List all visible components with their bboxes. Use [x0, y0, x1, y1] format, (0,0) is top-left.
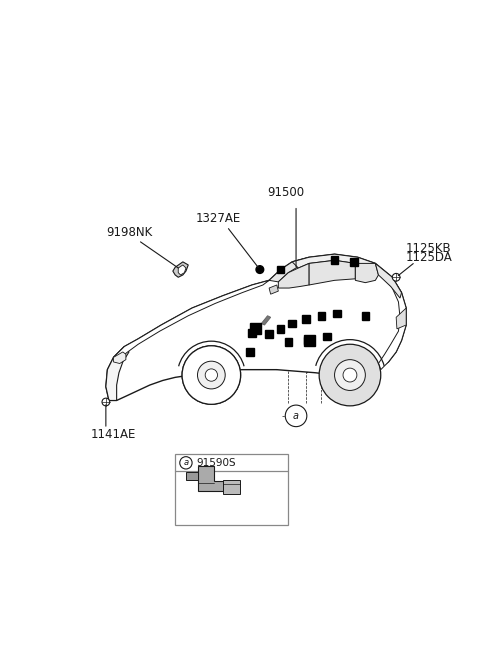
Polygon shape: [114, 280, 269, 360]
Polygon shape: [278, 263, 309, 288]
Circle shape: [205, 369, 217, 381]
Bar: [323, 333, 331, 341]
Polygon shape: [106, 254, 406, 400]
Bar: [248, 329, 256, 337]
Bar: [304, 337, 312, 345]
Polygon shape: [173, 262, 188, 277]
Bar: [285, 338, 292, 346]
Bar: [333, 310, 341, 317]
Polygon shape: [198, 466, 237, 491]
Text: 91590S: 91590S: [197, 458, 236, 468]
Bar: [277, 266, 285, 273]
Bar: [350, 258, 358, 266]
Circle shape: [392, 273, 400, 281]
Bar: [265, 330, 273, 338]
Bar: [250, 324, 261, 334]
Bar: [246, 348, 254, 356]
Circle shape: [102, 398, 110, 406]
Circle shape: [343, 368, 357, 382]
Text: 1125KB: 1125KB: [406, 242, 452, 255]
Polygon shape: [178, 265, 186, 275]
Polygon shape: [396, 308, 406, 329]
Polygon shape: [378, 277, 406, 369]
Polygon shape: [292, 254, 375, 270]
Polygon shape: [355, 263, 378, 283]
Bar: [304, 335, 314, 346]
Polygon shape: [269, 257, 309, 282]
Polygon shape: [309, 260, 355, 285]
Circle shape: [182, 346, 240, 404]
Polygon shape: [262, 316, 271, 325]
Circle shape: [182, 346, 240, 404]
Polygon shape: [106, 346, 129, 400]
Bar: [223, 479, 240, 494]
Bar: [331, 257, 338, 264]
Text: 1327AE: 1327AE: [196, 212, 241, 225]
Text: a: a: [183, 458, 189, 467]
Polygon shape: [375, 263, 402, 298]
Polygon shape: [114, 352, 126, 364]
Bar: [277, 325, 285, 333]
Bar: [175, 455, 288, 525]
Text: a: a: [293, 411, 299, 421]
Circle shape: [197, 361, 225, 389]
Circle shape: [256, 266, 264, 273]
Text: 91500: 91500: [267, 186, 305, 199]
Text: 1141AE: 1141AE: [90, 428, 136, 441]
Bar: [288, 320, 296, 328]
Text: 1125DA: 1125DA: [406, 251, 453, 264]
Text: 9198NK: 9198NK: [106, 226, 152, 239]
Circle shape: [180, 457, 192, 469]
Circle shape: [335, 360, 365, 390]
Bar: [302, 315, 310, 323]
Bar: [361, 312, 369, 320]
Circle shape: [285, 405, 307, 426]
Polygon shape: [186, 472, 198, 479]
Bar: [318, 312, 325, 320]
Circle shape: [319, 345, 381, 406]
Polygon shape: [269, 285, 278, 294]
